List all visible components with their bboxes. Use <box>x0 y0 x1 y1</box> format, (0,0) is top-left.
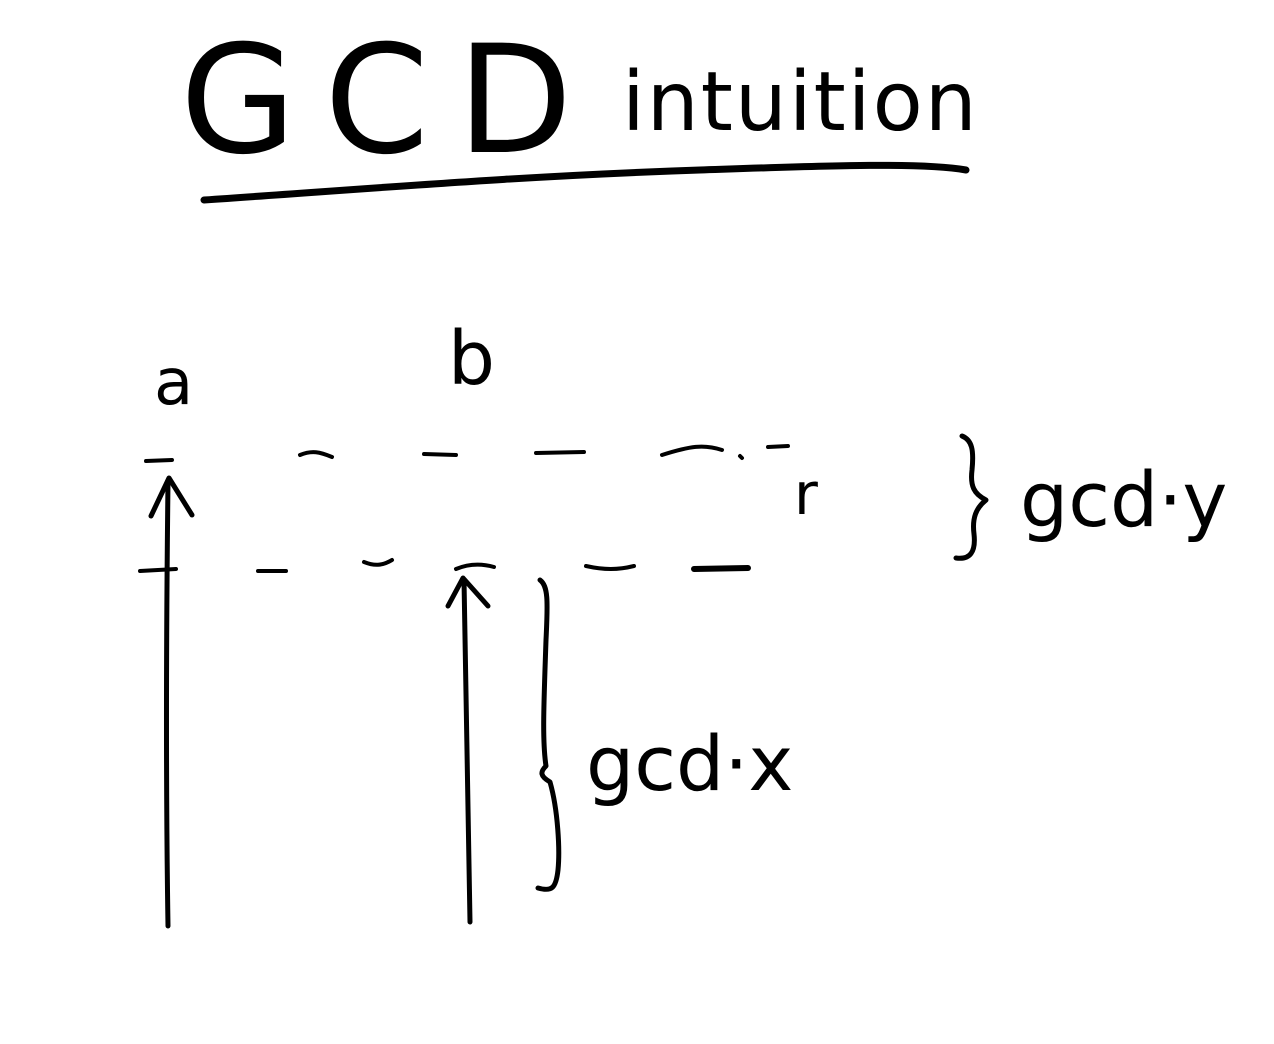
dashed-line-b-level <box>138 558 751 573</box>
arrow-a <box>148 475 195 929</box>
label-gcd-x: gcd·x <box>586 719 793 808</box>
dashed-line-a-level <box>144 444 790 463</box>
label-gcd-y: gcd·y <box>1020 455 1227 544</box>
label-r: r <box>794 460 818 528</box>
brace-gcd-y <box>953 433 989 561</box>
title-intuition: intuition <box>622 55 979 150</box>
label-b: b <box>448 316 495 402</box>
title-underline <box>200 161 970 204</box>
arrow-b <box>445 575 491 925</box>
brace-gcd-x <box>535 577 562 892</box>
label-a: a <box>154 346 193 420</box>
title-gcd: GCD <box>180 14 600 188</box>
